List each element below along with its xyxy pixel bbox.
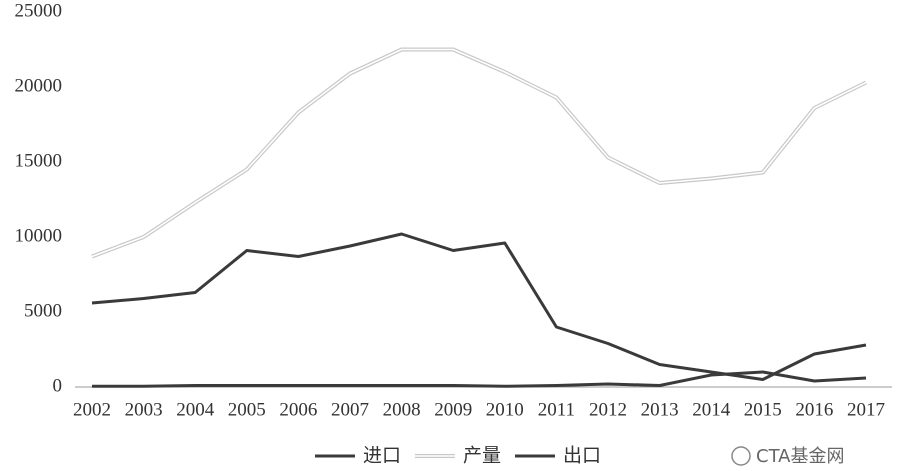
x-tick-label: 2008 [383,399,421,420]
y-tick-label: 10000 [15,225,63,246]
y-tick-label: 0 [53,375,63,396]
x-tick-label: 2005 [228,399,266,420]
legend-label: 产量 [463,444,501,466]
y-tick-label: 15000 [15,150,63,171]
series-line [91,232,867,381]
x-tick-label: 2013 [641,399,679,420]
x-tick-label: 2017 [847,399,885,420]
x-tick-label: 2016 [795,399,833,420]
x-tick-label: 2002 [73,399,111,420]
x-tick-label: 2009 [434,399,472,420]
watermark-icon [731,446,751,466]
watermark: CTA基金网 [756,446,844,467]
x-tick-label: 2015 [744,399,782,420]
x-tick-label: 2012 [589,399,627,420]
x-tick-label: 2004 [176,399,215,420]
x-tick-label: 2011 [538,399,575,420]
x-tick-label: 2003 [125,399,163,420]
legend-label: 进口 [363,444,401,466]
x-tick-label: 2006 [279,399,317,420]
series-line [91,47,867,259]
x-tick-label: 2014 [692,399,731,420]
y-tick-label: 5000 [24,300,62,321]
series-line-inner [91,48,867,258]
y-tick-label: 20000 [15,75,63,96]
legend-label: 出口 [563,444,601,466]
series-line [92,370,867,388]
x-tick-label: 2007 [331,399,369,420]
x-tick-label: 2010 [486,399,524,420]
y-tick-label: 25000 [15,0,63,21]
